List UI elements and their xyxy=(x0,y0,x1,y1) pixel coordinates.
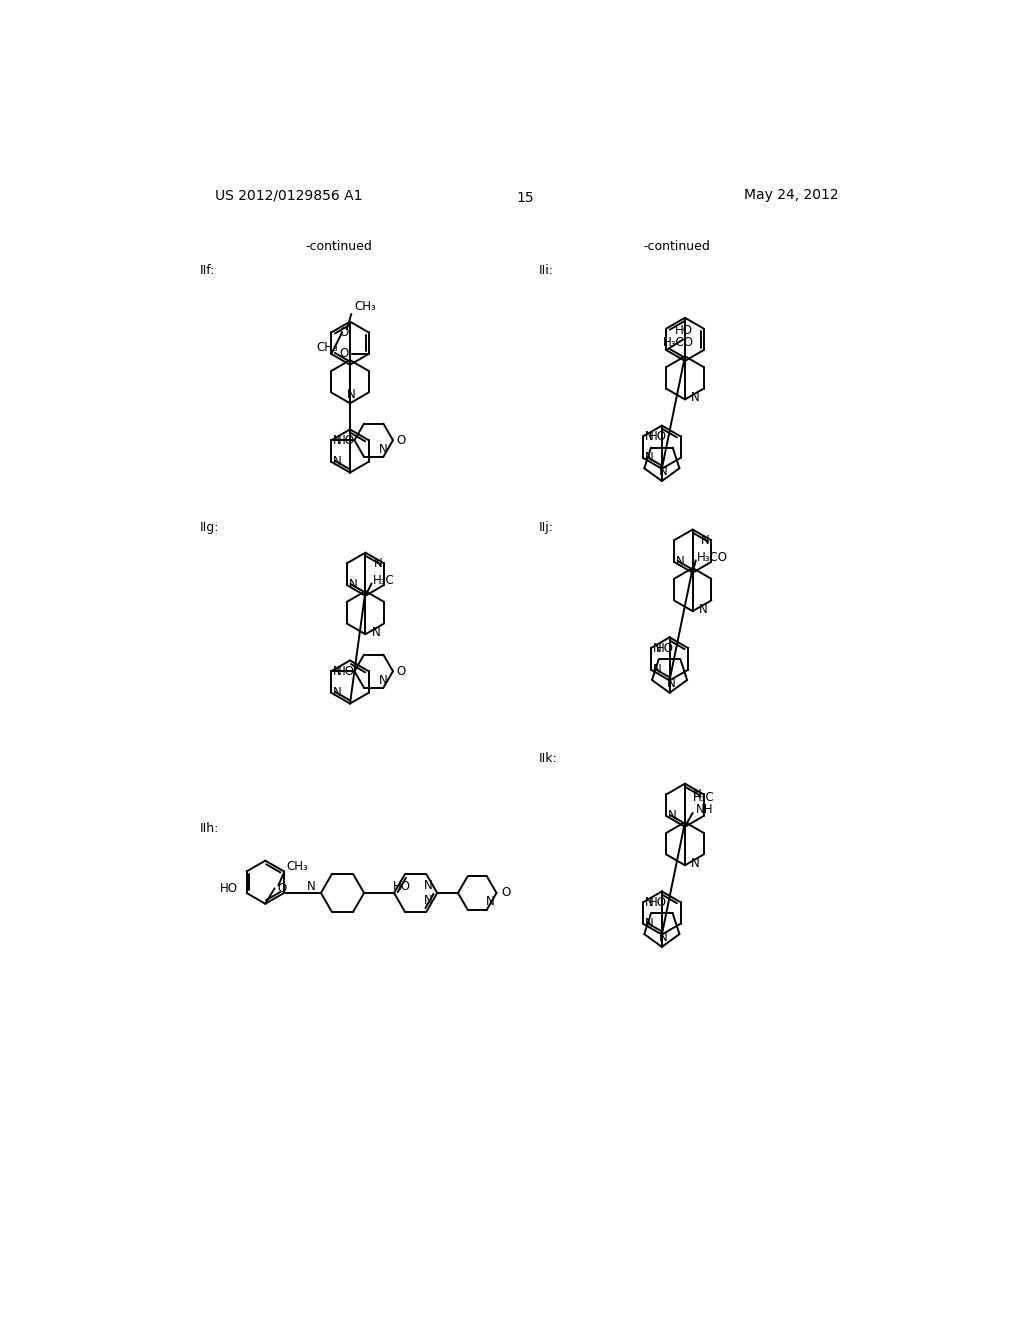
Text: N: N xyxy=(693,788,701,801)
Text: N: N xyxy=(374,557,382,570)
Text: May 24, 2012: May 24, 2012 xyxy=(744,189,839,202)
Text: N: N xyxy=(691,391,700,404)
Text: N: N xyxy=(659,931,668,944)
Text: H₃C: H₃C xyxy=(373,574,395,587)
Text: IIk:: IIk: xyxy=(539,752,557,766)
Text: -continued: -continued xyxy=(305,240,372,253)
Text: HO: HO xyxy=(337,665,355,677)
Text: H₃CO: H₃CO xyxy=(697,550,728,564)
Text: N: N xyxy=(347,388,356,400)
Text: N: N xyxy=(379,673,388,686)
Text: N: N xyxy=(645,451,653,465)
Text: -continued: -continued xyxy=(644,240,711,253)
Text: N: N xyxy=(645,917,653,931)
Text: N: N xyxy=(668,809,677,822)
Text: O: O xyxy=(396,665,406,677)
Text: H₃CO: H₃CO xyxy=(663,335,694,348)
Text: N: N xyxy=(333,686,342,700)
Text: O: O xyxy=(501,887,510,899)
Text: N: N xyxy=(372,626,381,639)
Text: IIf:: IIf: xyxy=(200,264,215,277)
Text: HO: HO xyxy=(648,430,667,444)
Text: N: N xyxy=(659,465,668,478)
Text: O: O xyxy=(339,326,348,339)
Text: 15: 15 xyxy=(516,191,534,206)
Text: IIi:: IIi: xyxy=(539,264,554,277)
Text: O: O xyxy=(396,434,406,446)
Text: N: N xyxy=(333,455,342,469)
Text: HO: HO xyxy=(393,880,411,894)
Text: N: N xyxy=(652,663,662,676)
Text: IIg:: IIg: xyxy=(200,521,219,535)
Text: N: N xyxy=(307,880,316,894)
Text: N: N xyxy=(424,895,432,907)
Text: N: N xyxy=(645,896,653,908)
Text: CH₃: CH₃ xyxy=(354,300,376,313)
Text: N: N xyxy=(485,895,495,908)
Text: N: N xyxy=(667,677,676,690)
Text: N: N xyxy=(700,533,710,546)
Text: NH: NH xyxy=(695,804,714,816)
Text: HO: HO xyxy=(337,434,355,446)
Text: N: N xyxy=(333,434,342,446)
Text: O: O xyxy=(339,347,348,360)
Text: N: N xyxy=(333,665,342,677)
Text: N: N xyxy=(676,556,684,569)
Text: HO: HO xyxy=(656,642,675,655)
Text: N: N xyxy=(691,857,700,870)
Text: N: N xyxy=(424,879,432,891)
Text: O: O xyxy=(278,882,287,895)
Text: N: N xyxy=(348,578,357,591)
Text: IIh:: IIh: xyxy=(200,822,219,834)
Text: N: N xyxy=(645,430,653,444)
Text: HO: HO xyxy=(675,323,693,337)
Text: N: N xyxy=(652,642,662,655)
Text: N: N xyxy=(379,442,388,455)
Text: N: N xyxy=(699,603,708,616)
Text: HO: HO xyxy=(219,882,238,895)
Text: HO: HO xyxy=(648,896,667,908)
Text: IIj:: IIj: xyxy=(539,521,554,535)
Text: CH₃: CH₃ xyxy=(316,342,338,354)
Text: CH₃: CH₃ xyxy=(287,861,308,874)
Text: US 2012/0129856 A1: US 2012/0129856 A1 xyxy=(215,189,362,202)
Text: H₃C: H₃C xyxy=(692,791,715,804)
